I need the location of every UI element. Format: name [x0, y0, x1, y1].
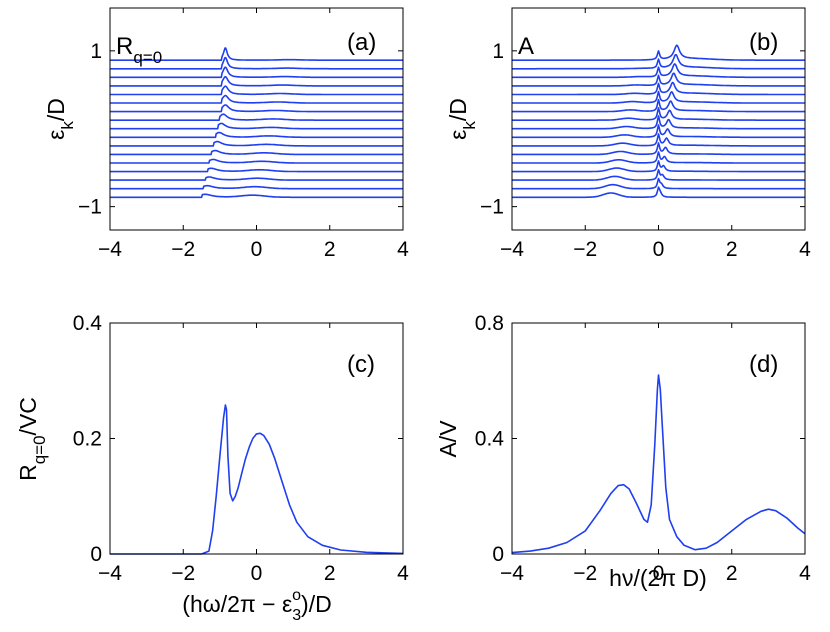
panel-d-label: (d): [749, 351, 778, 378]
panel-a-xtick-label: 0: [251, 238, 263, 261]
panel-b-label: (b): [749, 29, 778, 56]
panel-a-xtick-label: 2: [324, 238, 336, 261]
panel-c-xtick-label: 0: [251, 562, 263, 585]
panel-c-ytick-label: 0.2: [73, 428, 102, 451]
panel-b-ylabel: εk/D: [445, 98, 479, 140]
panel-d-xtick-label: 0: [653, 562, 665, 585]
panel-b-trace: [512, 169, 805, 181]
panel-c-xtick-label: 4: [397, 562, 409, 585]
panel-c: −4 −2 0 2 4 0 0.2 0.4 (c) Rq=0/VC (hω/2π − ε3o)…: [15, 312, 409, 624]
panel-a-ytick-label: 1: [90, 40, 102, 63]
panel-a-trace: [110, 56, 403, 70]
panel-b-ticks: −4 −2 0 2 4 −1 1: [480, 8, 811, 261]
panel-b-trace: [512, 124, 805, 139]
panel-b-xtick-label: −2: [573, 238, 597, 261]
panel-b-xtick-label: 4: [799, 238, 811, 261]
panel-b-trace: [512, 151, 805, 164]
panel-b-trace: [512, 133, 805, 147]
panel-d-ytick-label: 0.8: [475, 312, 504, 335]
panel-b: −4 −2 0 2 4 −1 1 (b) A εk/D: [445, 7, 811, 261]
panel-c-ticks: −4 −2 0 2 4 0 0.2 0.4: [73, 312, 409, 585]
panel-b-curves: [512, 44, 805, 199]
panel-b-xtick-label: 2: [726, 238, 738, 261]
panel-d-xtick-label: −4: [500, 562, 524, 585]
panel-a-curves: [110, 47, 403, 199]
panel-a-trace: [110, 113, 403, 121]
panel-d-xtick-label: 2: [726, 562, 738, 585]
panel-d-series: [511, 374, 806, 554]
panel-a-trace: [110, 85, 403, 96]
panel-a-trace: [110, 158, 403, 164]
panel-a-ticks: −4 −2 0 2 4 −1 1: [78, 8, 409, 261]
panel-b-trace: [512, 53, 805, 70]
panel-b-trace: [512, 115, 805, 130]
panel-b-inset-label: A: [518, 33, 534, 60]
panel-d-ylabel: A/V: [435, 420, 461, 458]
panel-d-ytick-label: 0: [492, 543, 504, 566]
panel-a-trace: [110, 76, 403, 87]
panel-b-trace: [512, 186, 805, 199]
panel-a-trace: [110, 66, 403, 79]
panel-a-ytick-label: −1: [78, 196, 102, 219]
panel-b-trace: [512, 63, 805, 79]
panel-a-xtick-label: −4: [98, 238, 122, 261]
panel-c-ytick-label: 0.4: [73, 312, 103, 335]
panel-a-label: (a): [347, 29, 376, 56]
panel-d-curves: [511, 374, 806, 554]
panel-b-ytick-label: 1: [492, 40, 504, 63]
panel-a-trace: [110, 140, 403, 147]
panel-a-trace: [110, 94, 403, 104]
panel-a-trace: [110, 193, 403, 199]
panel-c-curves: [110, 404, 404, 555]
panel-b-trace: [512, 90, 805, 104]
panel-c-ylabel: Rq=0/VC: [15, 397, 49, 481]
panel-c-xtick-label: −4: [98, 562, 122, 585]
panel-a-trace: [110, 104, 403, 113]
panel-c-xtick-label: −2: [171, 562, 195, 585]
panel-b-trace: [512, 160, 805, 173]
panel-a-trace: [110, 47, 403, 61]
panel-c-series: [110, 404, 404, 555]
panel-d-ticks: −4 −2 0 2 4 0 0.4 0.8: [475, 312, 811, 585]
panel-b-xtick-label: 0: [653, 238, 665, 261]
panel-b-trace: [512, 98, 805, 113]
panel-b-ytick-label: −1: [480, 196, 504, 219]
panel-b-trace: [512, 177, 805, 190]
panel-c-xlabel: (hω/2π − ε3o)/D: [182, 587, 331, 624]
panel-c-ytick-label: 0: [90, 543, 102, 566]
panel-a-trace: [110, 184, 403, 190]
panel-a-trace: [110, 131, 403, 139]
panel-d: −4 −2 0 2 4 0 0.4 0.8 (d) A/V hν/(2π D): [435, 312, 811, 591]
panel-a-ylabel: εk/D: [43, 98, 77, 140]
panel-a-trace: [110, 122, 403, 130]
panel-a-trace: [110, 149, 403, 156]
panel-c-label: (c): [347, 351, 375, 378]
panel-a-xtick-label: 4: [397, 238, 409, 261]
panel-a: −4 −2 0 2 4 −1 1 (a) Rq=0 εk/D: [43, 7, 409, 261]
panel-d-xtick-label: 4: [799, 562, 811, 585]
panel-a-xtick-label: −2: [171, 238, 195, 261]
panel-b-trace: [512, 72, 805, 87]
panel-a-inset-label: Rq=0: [116, 33, 162, 67]
panel-b-trace: [512, 107, 805, 121]
panel-b-xtick-label: −4: [500, 238, 524, 261]
panel-d-ytick-label: 0.4: [475, 428, 505, 451]
panel-a-trace: [110, 176, 403, 181]
panel-c-xtick-label: 2: [324, 562, 336, 585]
panel-d-xtick-label: −2: [573, 562, 597, 585]
panel-b-trace: [512, 81, 805, 96]
panel-b-trace: [512, 44, 805, 61]
panel-a-trace: [110, 167, 403, 173]
panel-d-xlabel: hν/(2π D): [609, 565, 707, 591]
panel-b-trace: [512, 142, 805, 156]
